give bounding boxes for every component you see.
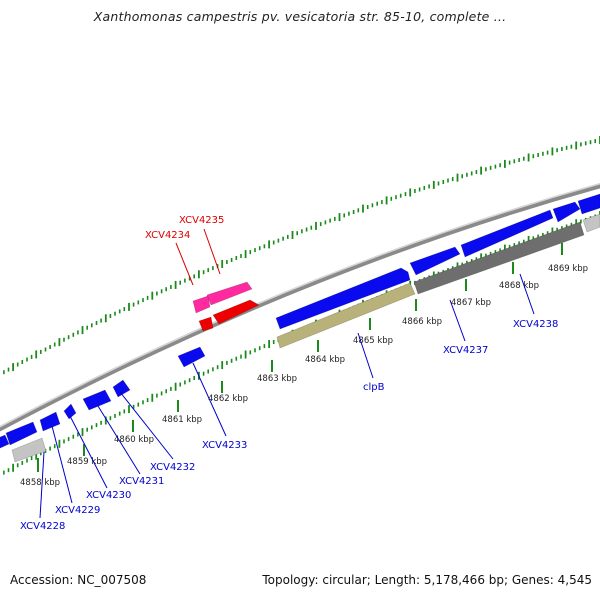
- gene-forward-6[interactable]: [552, 201, 581, 223]
- label-xcv4232[interactable]: XCV4232: [150, 462, 195, 473]
- gene-xcv4231[interactable]: [82, 389, 112, 411]
- gene-red-b[interactable]: [198, 316, 214, 332]
- leader-clpb: [357, 332, 374, 379]
- backbone-line: [0, 183, 600, 432]
- leader-xcv4234: [175, 242, 194, 286]
- gene-xcv4234[interactable]: [192, 295, 211, 314]
- gene-red-c[interactable]: [212, 299, 260, 325]
- scale-label-4863: 4863 kbp: [257, 374, 297, 384]
- gene-xcv4228[interactable]: [5, 421, 38, 446]
- label-xcv4233[interactable]: XCV4233: [202, 440, 247, 451]
- gene-forward-7[interactable]: [577, 193, 600, 215]
- leader-xcv4231: [97, 405, 141, 475]
- gene-left-edge[interactable]: [0, 434, 10, 449]
- gene-xcv4230[interactable]: [63, 403, 77, 420]
- scale-label-4866: 4866 kbp: [402, 317, 442, 327]
- gene-xcv4229[interactable]: [39, 411, 61, 432]
- scale-label-4858: 4858 kbp: [20, 478, 60, 488]
- label-xcv4234[interactable]: XCV4234: [145, 230, 190, 241]
- label-xcv4230[interactable]: XCV4230: [86, 490, 131, 501]
- scale-label-4864: 4864 kbp: [305, 355, 345, 365]
- gene-xcv4232[interactable]: [112, 379, 131, 398]
- scale-label-4860: 4860 kbp: [114, 435, 154, 445]
- gene-forward-5[interactable]: [460, 209, 554, 258]
- gene-clpb[interactable]: [276, 282, 416, 349]
- label-xcv4238[interactable]: XCV4238: [513, 319, 558, 330]
- scale-label-4862: 4862 kbp: [208, 394, 248, 404]
- label-xcv4229[interactable]: XCV4229: [55, 505, 100, 516]
- scale-labels: 4858 kbp 4859 kbp 4860 kbp 4861 kbp 4862…: [20, 243, 588, 488]
- label-xcv4231[interactable]: XCV4231: [119, 476, 164, 487]
- scale-label-4867: 4867 kbp: [451, 298, 491, 308]
- scale-label-4865: 4865 kbp: [353, 336, 393, 346]
- gene-clpb-upper[interactable]: [275, 267, 411, 330]
- gene-light-right[interactable]: [582, 213, 600, 233]
- scale-label-4868: 4868 kbp: [499, 281, 539, 291]
- leader-xcv4229: [51, 425, 73, 504]
- leader-xcv4230: [69, 415, 108, 489]
- gene-forward-4[interactable]: [409, 246, 461, 276]
- leader-xcv4232: [119, 391, 174, 460]
- gene-label-layer: XCV4228 XCV4229 XCV4230 XCV4231 XCV4232 …: [20, 215, 558, 532]
- leader-xcv4228: [39, 451, 45, 519]
- leader-xcv4238: [519, 273, 535, 315]
- label-clpb[interactable]: clpB: [363, 382, 385, 393]
- gene-xcv4237[interactable]: [413, 221, 585, 295]
- accession-text: Accession: NC_007508: [10, 573, 147, 587]
- label-xcv4235[interactable]: XCV4235: [179, 215, 224, 226]
- scale-label-4859: 4859 kbp: [67, 457, 107, 467]
- backbone-highlight: [0, 183, 600, 428]
- scale-label-4861: 4861 kbp: [162, 415, 202, 425]
- label-xcv4237[interactable]: XCV4237: [443, 345, 488, 356]
- label-xcv4228[interactable]: XCV4228: [20, 521, 65, 532]
- topology-summary: Topology: circular; Length: 5,178,466 bp…: [262, 573, 592, 587]
- gene-features: [0, 193, 600, 463]
- leader-xcv4233: [192, 362, 227, 437]
- gene-xcv4233[interactable]: [177, 346, 206, 368]
- map-title: Xanthomonas campestris pv. vesicatoria s…: [93, 9, 507, 24]
- leader-xcv4235: [203, 228, 221, 275]
- gene-light-left[interactable]: [11, 437, 47, 463]
- leader-xcv4237: [449, 299, 466, 342]
- gene-xcv4235[interactable]: [206, 281, 253, 306]
- scale-label-4869: 4869 kbp: [548, 264, 588, 274]
